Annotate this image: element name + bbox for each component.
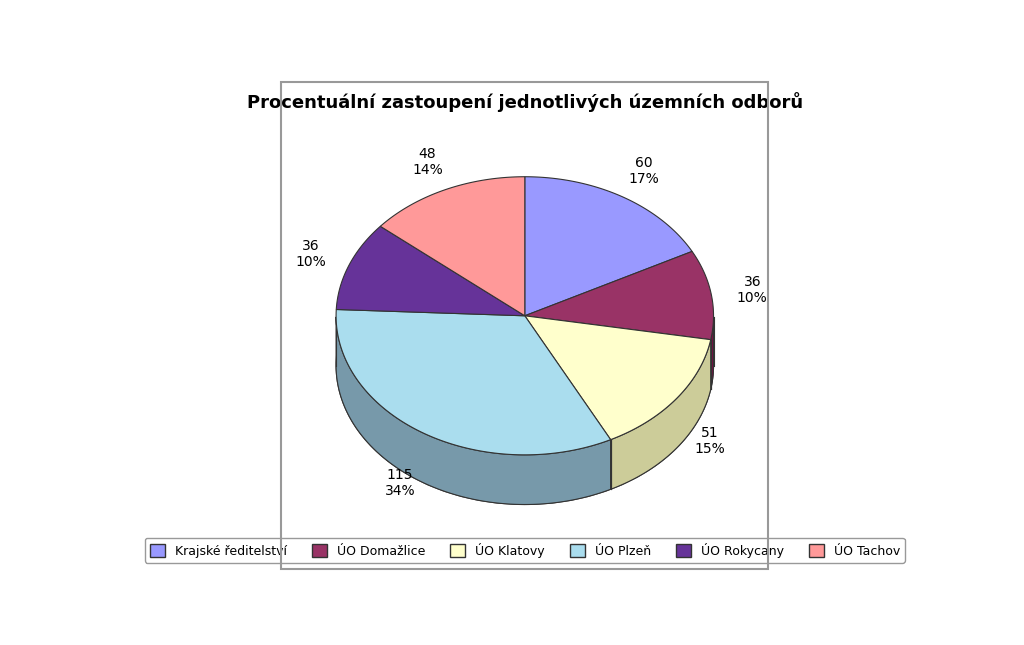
Polygon shape xyxy=(336,317,610,504)
Text: Procentuální zastoupení jednotlivých územních odborů: Procentuální zastoupení jednotlivých úze… xyxy=(247,92,803,112)
Text: 115
34%: 115 34% xyxy=(385,468,416,499)
Polygon shape xyxy=(336,310,610,455)
Polygon shape xyxy=(336,226,524,316)
Text: 36
10%: 36 10% xyxy=(737,275,768,305)
Text: 60
17%: 60 17% xyxy=(629,155,659,186)
Polygon shape xyxy=(524,252,714,340)
Ellipse shape xyxy=(336,226,714,504)
Polygon shape xyxy=(711,317,714,390)
Polygon shape xyxy=(524,177,692,316)
Text: 48
14%: 48 14% xyxy=(413,147,443,177)
Polygon shape xyxy=(524,316,711,440)
Polygon shape xyxy=(380,177,524,316)
Legend: Krajské ředitelství, ÚO Domažlice, ÚO Klatovy, ÚO Plzeň, ÚO Rokycany, ÚO Tachov: Krajské ředitelství, ÚO Domažlice, ÚO Kl… xyxy=(144,538,905,563)
Polygon shape xyxy=(610,340,711,490)
Text: 51
15%: 51 15% xyxy=(694,426,725,457)
Text: 36
10%: 36 10% xyxy=(295,239,326,269)
